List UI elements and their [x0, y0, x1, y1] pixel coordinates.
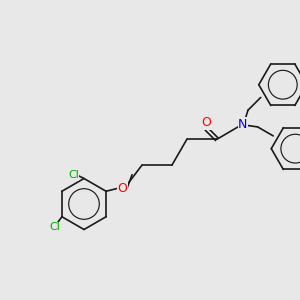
Text: O: O: [118, 182, 128, 195]
Text: Cl: Cl: [68, 170, 79, 181]
Text: O: O: [202, 116, 212, 129]
Text: Cl: Cl: [49, 222, 60, 232]
Text: N: N: [238, 118, 248, 131]
